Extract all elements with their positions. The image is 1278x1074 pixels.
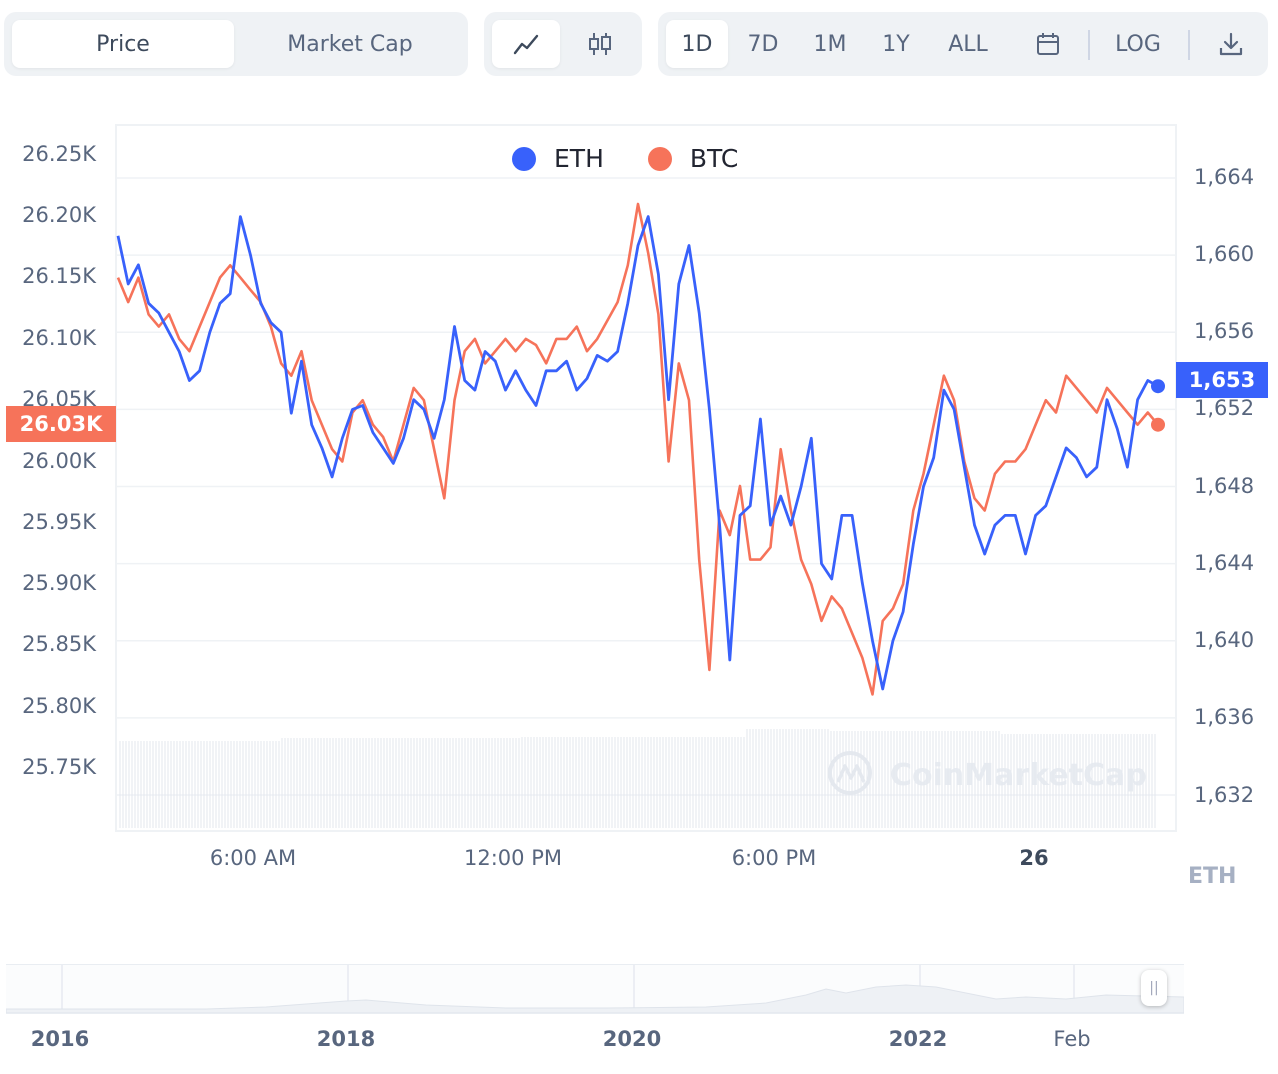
range-1m[interactable]: 1M bbox=[813, 31, 847, 57]
x-tick: 6:00 PM bbox=[731, 846, 817, 870]
range-label: 2018 bbox=[316, 1027, 376, 1051]
metric-toggle: Price Market Cap bbox=[4, 12, 468, 76]
range-selector[interactable] bbox=[6, 964, 1184, 1014]
download-button[interactable] bbox=[1202, 20, 1260, 68]
calendar-button[interactable] bbox=[1018, 20, 1078, 68]
axis-unit-label: ETH bbox=[1188, 864, 1237, 889]
legend-btc[interactable]: BTC bbox=[647, 144, 739, 173]
y-tick-right: 1,644 bbox=[1194, 551, 1255, 575]
btc-series-line bbox=[116, 202, 1159, 696]
range-label: 2020 bbox=[602, 1027, 662, 1051]
legend-eth-label: ETH bbox=[554, 144, 604, 173]
eth-current-price: 1,653 bbox=[1176, 362, 1268, 398]
y-tick-left: 25.80K bbox=[22, 694, 96, 718]
y-tick-left: 26.10K bbox=[22, 326, 96, 350]
tab-market-cap[interactable]: Market Cap bbox=[287, 31, 413, 57]
range-label: 2016 bbox=[30, 1027, 90, 1051]
y-tick-right: 1,648 bbox=[1194, 474, 1255, 498]
y-tick-left: 25.85K bbox=[22, 632, 96, 656]
watermark: CoinMarketCap bbox=[828, 751, 1147, 795]
range-1y[interactable]: 1Y bbox=[882, 31, 910, 57]
y-tick-right: 1,632 bbox=[1194, 783, 1255, 807]
y-tick-right: 1,636 bbox=[1194, 705, 1255, 729]
legend-eth[interactable]: ETH bbox=[512, 144, 604, 173]
y-tick-left: 25.75K bbox=[22, 755, 96, 779]
range-label: 2022 bbox=[888, 1027, 948, 1051]
range-1d[interactable]: 1D bbox=[666, 20, 728, 68]
svg-text:CoinMarketCap: CoinMarketCap bbox=[890, 758, 1147, 793]
volume-bars bbox=[119, 729, 1156, 828]
y-tick-left: 26.20K bbox=[22, 203, 96, 227]
y-tick-left: 25.90K bbox=[22, 571, 96, 595]
btc-last-point bbox=[1151, 417, 1165, 432]
y-tick-right: 1,660 bbox=[1194, 242, 1255, 266]
y-tick-left: 26.25K bbox=[22, 142, 96, 166]
legend-btc-label: BTC bbox=[689, 144, 739, 173]
chart-type-toggle bbox=[484, 12, 642, 76]
y-tick-left: 26.15K bbox=[22, 264, 96, 288]
btc-current-price: 26.03K bbox=[6, 406, 116, 442]
price-chart[interactable]: CoinMarketCap bbox=[0, 0, 1278, 840]
drag-handle-icon: || bbox=[1149, 980, 1159, 996]
range-7d[interactable]: 7D bbox=[747, 31, 779, 57]
range-label: Feb bbox=[1053, 1027, 1091, 1051]
y-tick-right: 1,656 bbox=[1194, 319, 1255, 343]
line-chart-icon bbox=[513, 34, 539, 55]
log-toggle[interactable]: LOG bbox=[1115, 31, 1161, 57]
y-tick-right: 1,652 bbox=[1194, 396, 1255, 420]
x-tick: 6:00 AM bbox=[209, 846, 297, 870]
toolbar-divider bbox=[1088, 30, 1090, 60]
range-toolbar: 1D 7D 1M 1Y ALL LOG bbox=[658, 12, 1268, 76]
mini-history-chart bbox=[6, 965, 1184, 1013]
eth-last-point bbox=[1151, 379, 1165, 394]
download-icon bbox=[1219, 32, 1243, 56]
y-tick-right: 1,664 bbox=[1194, 165, 1255, 189]
x-tick: 12:00 PM bbox=[464, 846, 562, 870]
toolbar-divider bbox=[1188, 30, 1190, 60]
candlestick-icon bbox=[589, 33, 611, 55]
candlestick-button[interactable] bbox=[566, 20, 634, 68]
x-tick: 26 bbox=[1019, 846, 1049, 870]
grid-lines bbox=[116, 177, 1176, 796]
y-tick-right: 1,640 bbox=[1194, 628, 1255, 652]
eth-dot-icon bbox=[512, 146, 536, 171]
btc-dot-icon bbox=[647, 146, 672, 171]
y-tick-left: 26.00K bbox=[22, 449, 96, 473]
plot-frame bbox=[115, 124, 1177, 832]
calendar-icon bbox=[1037, 33, 1059, 55]
eth-series-line bbox=[116, 215, 1159, 691]
range-handle[interactable]: || bbox=[1141, 970, 1167, 1006]
chart-legend: ETH BTC bbox=[512, 144, 782, 173]
range-all[interactable]: ALL bbox=[948, 31, 988, 57]
y-tick-left: 25.95K bbox=[22, 510, 96, 534]
tab-price[interactable]: Price bbox=[12, 20, 234, 68]
line-chart-button[interactable] bbox=[492, 20, 560, 68]
